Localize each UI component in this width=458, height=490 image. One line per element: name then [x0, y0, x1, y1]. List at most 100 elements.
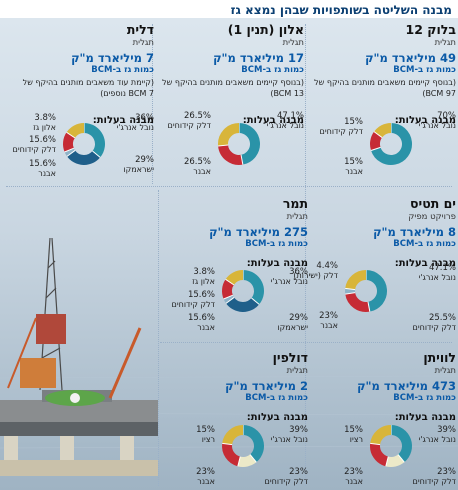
gas-quantity: 49 מיליארד מ"ק [365, 51, 456, 65]
slice-label-text: רציו [201, 435, 215, 444]
slice-separator [249, 454, 257, 463]
slice-label-pct: 15% [344, 117, 363, 127]
gas-quantity: 7 מיליארד מ"ק [71, 51, 154, 65]
slice-label: 26.5% אבנר [184, 158, 211, 177]
donut-slice [345, 270, 367, 291]
slice-separator [225, 278, 235, 286]
gas-quantity-label: כמות גז ב-BCM [393, 65, 456, 75]
slice-label: 26.5% דלק קידוחים [168, 112, 211, 131]
slice-label-text: ישראמקו [123, 165, 154, 174]
panel-kind: פרויקט מפיק [408, 212, 456, 222]
slice-label-text: דלק קידוחים [412, 323, 456, 332]
panel-note: (בנוסף קיימים משאבים מותנים בהיקף של BCM… [162, 78, 304, 98]
slice-separator [92, 150, 101, 158]
donut-slice [218, 123, 240, 146]
column-divider [152, 24, 153, 184]
slice-label-pct: 23% [289, 467, 308, 477]
panel-title: ים תטיס [410, 196, 456, 211]
gas-quantity: 275 מיליארד מ"ק [209, 225, 308, 239]
slice-label: 15.6% דלק קידוחים [13, 136, 56, 155]
slice-label: 23% אבנר [319, 312, 338, 331]
slice-separator [223, 294, 234, 300]
slice-separator [66, 150, 76, 157]
slice-label-pct: 29% [289, 313, 308, 323]
ownership-donut [218, 123, 260, 165]
slice-label-pct: 4.4% [316, 261, 338, 271]
donut-slice [370, 131, 383, 151]
sea-background [0, 18, 458, 490]
row-divider [160, 342, 452, 343]
slice-label: 29% ישראמקו [277, 313, 308, 333]
slice-label-text: נובל אנרג'י [418, 273, 456, 282]
slice-label: 23% אבנר [196, 467, 215, 487]
ownership-label: מבנה בעלות: [242, 115, 304, 126]
slice-label-text: אלון גז [192, 277, 215, 286]
slice-label-pct: 3.8% [34, 113, 56, 123]
slice-separator [373, 131, 383, 138]
donut-slice [385, 454, 405, 467]
donut-slice [371, 123, 412, 165]
slice-label: 3.8% אלון גז [33, 113, 56, 133]
slice-label-text: נובל אנרג'י [270, 277, 308, 286]
partnership-panel: אלון (תנין 1) תגלית 17 מיליארד מ"ק כמות גז … [154, 22, 304, 177]
panel-title: דלית [126, 22, 154, 37]
donut-slice [225, 270, 244, 286]
ownership-label: מבנה בעלות: [394, 258, 456, 269]
slice-label-text: ישראמקו [277, 323, 308, 332]
slice-separator [222, 442, 233, 446]
donut-slice [67, 150, 101, 165]
slice-label-pct: 15.6% [28, 159, 56, 169]
slice-label-text: נובל אנרג'י [116, 123, 154, 132]
ownership-donut [222, 270, 264, 312]
panel-note: (בנוסף קיימים משאבים מותנים בהיקף של BCM… [314, 78, 456, 98]
slice-label-text: נובל אנרג'י [270, 435, 308, 444]
slice-separator [370, 146, 381, 151]
slice-label-pct: 23% [196, 467, 215, 477]
panel-title: לוויתן [423, 350, 456, 365]
slice-label-pct: 39% [289, 425, 308, 435]
donut-slice [222, 279, 235, 299]
slice-label-text: נובל אנרג'י [418, 435, 456, 444]
slice-label: 23% דלק קידוחים [413, 468, 456, 487]
partnership-panel: בלוק 12 תגלית 49 מיליארד מ"ק כמות גז ב-BCM (… [306, 22, 456, 177]
oil-rig-illustration [0, 237, 158, 476]
slice-label-pct: 25.5% [428, 313, 456, 323]
donut-slice [64, 148, 76, 157]
donut-slice [218, 144, 243, 165]
ownership-label: מבנה בעלות: [394, 412, 456, 423]
partnership-panel: דלית תגלית 7 מיליארד מ"ק כמות גז ב-BCM (קיימ… [4, 22, 154, 178]
panel-kind: תגלית [286, 212, 308, 222]
donut-slice [66, 123, 85, 139]
slice-label: 47.1% נובל אנרג'י [266, 111, 304, 131]
ownership-donut [370, 425, 412, 467]
gas-quantity: 2 מיליארד מ"ק [225, 379, 308, 393]
slice-separator [345, 287, 356, 291]
slice-label-pct: 15% [344, 157, 363, 167]
donut-slice [222, 443, 241, 467]
donut-slice [238, 123, 260, 165]
donut-slice [223, 295, 235, 304]
slice-label-pct: 15% [196, 425, 215, 435]
slice-separator [397, 454, 405, 463]
slice-separator [251, 297, 260, 305]
slice-separator [237, 456, 241, 467]
slice-label-text: אבנר [345, 477, 363, 486]
ownership-label: מבנה בעלות: [92, 115, 154, 126]
slice-label-text: נובל אנרג'י [266, 121, 304, 130]
column-divider [158, 190, 159, 486]
ownership-donut [345, 270, 387, 312]
slice-label: 29% ישראמקו [123, 156, 154, 175]
donut-slice [63, 132, 76, 152]
gas-quantity-label: כמות גז ב-BCM [245, 393, 308, 403]
slice-separator [66, 131, 76, 139]
gas-quantity-label: כמות גז ב-BCM [245, 239, 308, 249]
gas-quantity-label: כמות גז ב-BCM [393, 239, 456, 249]
slice-label-text: דלק קידוחים [319, 127, 363, 136]
slice-separator [367, 301, 371, 312]
slice-label-pct: 70% [437, 111, 456, 121]
slice-label-pct: 47.1% [276, 111, 304, 121]
gas-quantity: 17 מיליארד מ"ק [213, 51, 304, 65]
donut-slice [237, 454, 257, 467]
slice-label-text: דלק (ישירות) [293, 271, 338, 280]
